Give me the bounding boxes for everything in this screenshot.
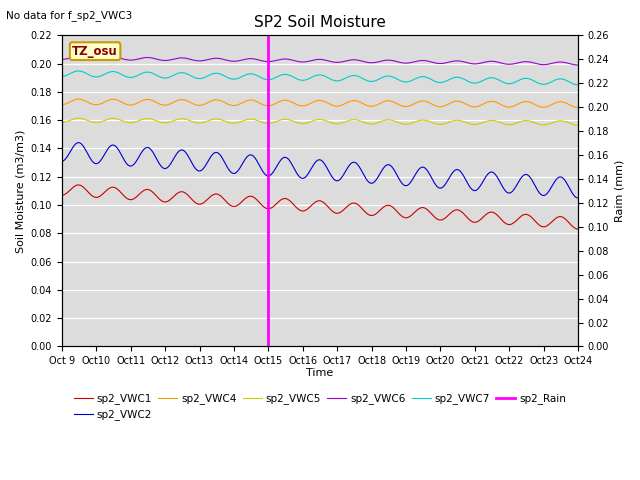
sp2_VWC2: [363, 177, 371, 183]
sp2_VWC4: [447, 100, 455, 106]
sp2_VWC6: [191, 58, 199, 63]
sp2_VWC1: [574, 226, 582, 232]
sp2_VWC7: [574, 82, 582, 88]
X-axis label: Time: Time: [307, 368, 333, 378]
Line: sp2_VWC5: sp2_VWC5: [62, 118, 578, 125]
sp2_VWC7: [447, 76, 455, 82]
sp2_VWC1: [74, 182, 82, 188]
Legend: sp2_VWC1, sp2_VWC2, sp2_VWC4, sp2_VWC5, sp2_VWC6, sp2_VWC7, sp2_Rain: sp2_VWC1, sp2_VWC2, sp2_VWC4, sp2_VWC5, …: [70, 389, 570, 424]
sp2_VWC4: [74, 96, 82, 102]
sp2_VWC5: [74, 115, 82, 121]
sp2_VWC1: [447, 209, 455, 215]
sp2_VWC5: [363, 120, 371, 126]
sp2_VWC2: [447, 171, 455, 177]
sp2_VWC6: [292, 58, 300, 64]
sp2_VWC4: [292, 101, 300, 107]
sp2_VWC7: [191, 75, 199, 81]
Title: SP2 Soil Moisture: SP2 Soil Moisture: [254, 15, 386, 30]
sp2_VWC2: [150, 151, 158, 157]
sp2_VWC6: [363, 60, 371, 65]
sp2_VWC1: [58, 192, 66, 198]
sp2_VWC4: [404, 104, 412, 109]
Line: sp2_VWC4: sp2_VWC4: [62, 99, 578, 108]
Text: TZ_osu: TZ_osu: [72, 45, 118, 58]
sp2_VWC5: [447, 119, 455, 124]
sp2_VWC2: [58, 158, 66, 164]
Line: sp2_VWC7: sp2_VWC7: [62, 71, 578, 85]
sp2_VWC1: [292, 204, 300, 210]
sp2_VWC1: [363, 211, 371, 216]
sp2_VWC7: [150, 71, 158, 77]
sp2_VWC2: [191, 166, 199, 171]
sp2_VWC2: [292, 169, 300, 175]
sp2_VWC5: [191, 120, 199, 125]
sp2_VWC4: [363, 103, 371, 108]
sp2_VWC4: [58, 102, 66, 108]
sp2_VWC5: [574, 122, 582, 128]
sp2_VWC2: [404, 182, 412, 188]
sp2_VWC5: [404, 121, 412, 127]
sp2_VWC6: [150, 56, 158, 61]
sp2_VWC4: [150, 98, 158, 104]
sp2_VWC4: [574, 105, 582, 110]
sp2_VWC7: [58, 73, 66, 79]
sp2_VWC6: [74, 54, 82, 60]
sp2_VWC6: [404, 60, 412, 66]
sp2_VWC5: [150, 117, 158, 123]
sp2_VWC1: [404, 215, 412, 220]
sp2_VWC6: [447, 59, 455, 64]
sp2_VWC6: [574, 62, 582, 68]
sp2_VWC1: [191, 200, 199, 205]
sp2_VWC1: [150, 191, 158, 196]
sp2_VWC4: [191, 102, 199, 108]
sp2_VWC7: [292, 76, 300, 82]
Y-axis label: Soil Moisture (m3/m3): Soil Moisture (m3/m3): [15, 129, 25, 252]
sp2_VWC6: [58, 57, 66, 62]
Line: sp2_VWC1: sp2_VWC1: [62, 185, 578, 229]
Text: No data for f_sp2_VWC3: No data for f_sp2_VWC3: [6, 10, 132, 21]
sp2_VWC2: [574, 195, 582, 201]
sp2_VWC5: [58, 120, 66, 125]
sp2_VWC7: [74, 68, 82, 74]
sp2_VWC7: [363, 78, 371, 84]
sp2_VWC7: [404, 79, 412, 85]
sp2_VWC5: [292, 120, 300, 125]
Line: sp2_VWC2: sp2_VWC2: [62, 143, 578, 198]
sp2_VWC2: [74, 140, 82, 145]
Line: sp2_VWC6: sp2_VWC6: [62, 57, 578, 65]
Y-axis label: Raim (mm): Raim (mm): [615, 160, 625, 222]
